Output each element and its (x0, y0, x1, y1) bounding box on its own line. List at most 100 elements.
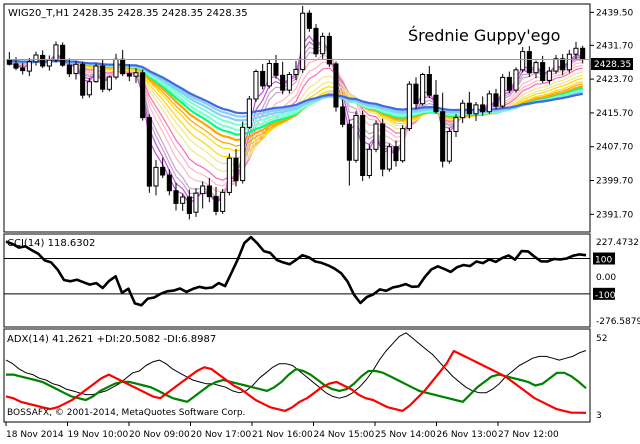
time-tick-label: 19 Nov 10:00 (68, 430, 129, 440)
candle-bull (373, 123, 379, 150)
candle-bull (486, 93, 492, 113)
candle-bull (406, 83, 412, 130)
candle-bear (273, 63, 279, 76)
candle-bull (453, 117, 459, 132)
time-tick-label: 26 Nov 13:00 (437, 430, 498, 440)
candle-bear (100, 65, 106, 90)
candle-bull (246, 98, 252, 128)
candle-bear (186, 196, 192, 214)
main-price-axis: 2439.50 2431.70 2423.70 2415.70 2407.70 2399.… (590, 8, 633, 220)
candle-bear (6, 59, 12, 65)
candle-bear (206, 185, 212, 198)
symbol-header: WIG20_T,H1 2428.35 2428.35 2428.35 2428.… (8, 8, 248, 19)
candle-bull (180, 196, 186, 204)
candle-bear (66, 64, 72, 75)
candle-bear (213, 196, 219, 212)
candle-bear (173, 190, 179, 204)
candle-bear (260, 71, 266, 87)
candle-bull (106, 76, 112, 90)
price-tick-label: 2439.50 (596, 8, 633, 18)
candle-bear (13, 63, 19, 69)
candle-bull (93, 65, 99, 83)
candle-bear (126, 73, 132, 77)
candle-bull (300, 12, 306, 70)
price-tick-label: 2399.70 (596, 177, 633, 187)
candle-bull (113, 58, 119, 78)
adx-pane-frame (3, 328, 591, 423)
cci-tick-label: -276.5879 (596, 317, 640, 327)
cci-title: CCI(14) 118.6302 (7, 238, 95, 249)
candle-bear (526, 51, 532, 74)
cci-plot (4, 235, 590, 307)
candle-bear (326, 35, 332, 65)
candle-bull (460, 102, 466, 119)
candle-bear (280, 74, 286, 91)
candle-bear (233, 157, 239, 182)
price-tick-label: 2423.70 (596, 75, 633, 85)
candle-bear (560, 58, 566, 71)
candle-bull (253, 71, 259, 100)
candle-bull (220, 191, 226, 212)
adx-tick-label: 52 (596, 334, 607, 344)
candle-bull (33, 54, 39, 63)
candle-bear (346, 123, 352, 161)
candles (6, 6, 586, 220)
candle-bear (466, 102, 472, 115)
time-axis: 18 Nov 2014 19 Nov 10:00 20 Nov 09:00 20 No… (5, 422, 559, 440)
candle-bull (226, 157, 232, 193)
candle-bear (40, 54, 46, 67)
candle-bear (340, 106, 346, 125)
candle-bull (153, 166, 159, 187)
candle-bull (513, 69, 519, 91)
candle-bear (146, 117, 152, 187)
candle-bear (20, 67, 26, 72)
candle-bull (73, 63, 79, 75)
time-tick-label: 18 Nov 2014 (6, 430, 64, 440)
candle-bull (193, 192, 199, 213)
price-tick-label: 2407.70 (596, 143, 633, 153)
candle-bull (320, 35, 326, 55)
candle-bull (533, 62, 539, 74)
current-price-label: 2428.35 (594, 60, 631, 70)
cci-level-box (593, 252, 615, 265)
candle-bull (240, 126, 246, 182)
candle-bull (353, 115, 359, 161)
cci-tick-label: -100 (595, 291, 616, 301)
candle-bull (86, 81, 92, 96)
time-tick-label: 20 Nov 17:00 (191, 430, 252, 440)
candle-bear (60, 44, 66, 66)
adx-series-line (5, 349, 587, 414)
candle-bear (166, 174, 172, 192)
candle-bear (120, 58, 126, 75)
candle-bear (393, 146, 399, 162)
candle-bear (480, 104, 486, 113)
candle-bear (433, 94, 439, 113)
candle-bull (566, 53, 572, 71)
copyright-text: BOSSAFX, © 2001-2014, MetaQuotes Softwar… (7, 408, 245, 418)
candle-bull (53, 44, 59, 61)
cci-level-box (593, 287, 615, 300)
cci-tick-label: 100 (595, 256, 612, 266)
time-tick-label: 20 Nov 09:00 (129, 430, 190, 440)
candle-bull (386, 146, 392, 170)
cci-pane-frame (3, 233, 591, 328)
candle-bear (426, 74, 432, 96)
current-price-box (591, 58, 633, 70)
candle-bull (446, 131, 452, 162)
candle-bull (366, 148, 372, 177)
candle-bear (313, 27, 319, 55)
candle-bull (26, 61, 32, 72)
candle-bear (306, 12, 312, 29)
candle-bear (493, 93, 499, 107)
adx-series-line (6, 368, 587, 403)
time-tick-label: 24 Nov 15:00 (314, 430, 375, 440)
candle-bear (506, 76, 512, 91)
cci-axis: 227.4732 100 0.00 -100 -276.5879 (593, 238, 640, 327)
cci-line (5, 235, 587, 307)
candle-bull (293, 68, 299, 76)
candle-bear (333, 63, 339, 108)
candle-bear (140, 72, 146, 119)
adx-title: ADX(14) 41.2621 +DI:20.5082 -DI:6.8987 (7, 334, 216, 345)
